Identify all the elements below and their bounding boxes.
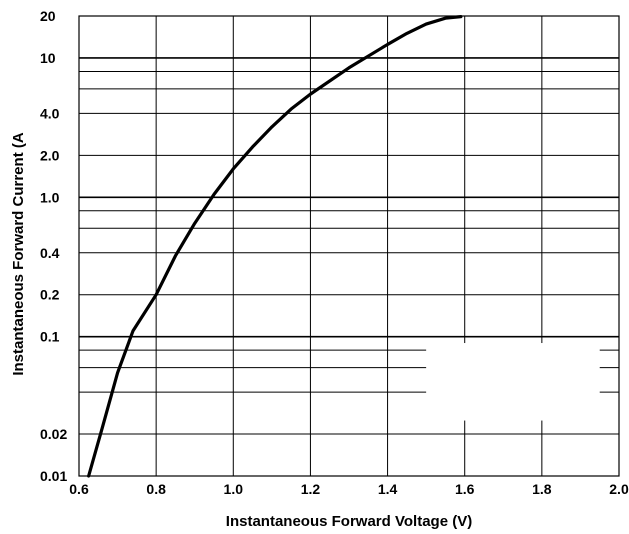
x-tick-label: 1.6 (455, 481, 475, 497)
x-tick-label: 1.4 (378, 481, 398, 497)
series-curve (87, 15, 463, 478)
y-tick-label: 2.0 (40, 147, 60, 163)
y-tick-label: 4.0 (40, 105, 60, 121)
y-axis-label: Instantaneous Forward Current (A (10, 132, 27, 376)
y-tick-label: 0.02 (40, 426, 67, 442)
label-mask (426, 343, 600, 421)
x-tick-label: 2.0 (609, 481, 629, 497)
x-tick-label: 1.0 (224, 481, 244, 497)
x-axis-label: Instantaneous Forward Voltage (V) (226, 513, 472, 530)
series-layer (87, 15, 463, 478)
y-tick-label: 0.01 (40, 468, 67, 484)
x-tick-label: 0.8 (146, 481, 166, 497)
x-tick-label: 1.2 (301, 481, 321, 497)
y-tick-label: 1.0 (40, 189, 60, 205)
x-tick-labels: 0.6 0.8 1.0 1.2 1.4 1.6 1.8 2.0 (69, 481, 629, 497)
blank-label-box (426, 343, 600, 421)
x-tick-label: 1.8 (532, 481, 552, 497)
plot-frame (78, 15, 620, 477)
y-tick-label: 0.1 (40, 329, 60, 345)
x-tick-label: 0.6 (69, 481, 89, 497)
y-tick-label: 10 (40, 50, 56, 66)
y-tick-label: 0.4 (40, 245, 60, 261)
y-tick-label: 20 (40, 8, 56, 24)
y-tick-label: 0.2 (40, 287, 60, 303)
y-tick-labels: 0.01 0.02 0.1 0.2 0.4 1.0 2.0 4.0 10 20 (40, 8, 67, 484)
